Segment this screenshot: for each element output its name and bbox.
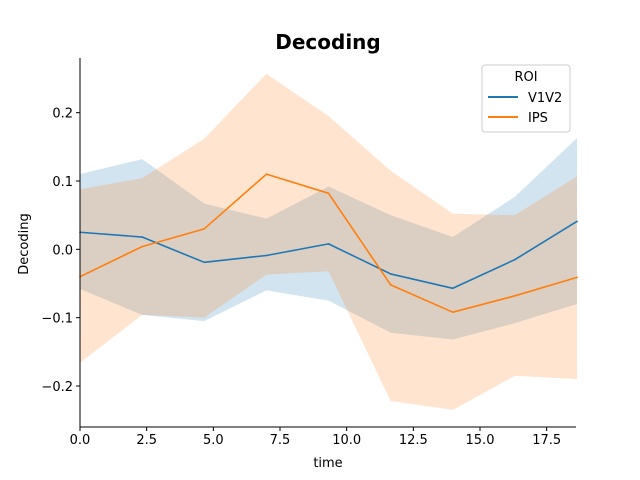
x-tick-label: 7.5 [270, 433, 291, 448]
y-tick-label: 0.0 [52, 243, 73, 258]
legend-label-v1v2: V1V2 [528, 91, 562, 106]
y-tick-label: −0.1 [41, 312, 73, 327]
x-tick-label: 17.5 [532, 433, 561, 448]
data-point-v1v2 [265, 254, 268, 257]
data-point-v1v2 [141, 236, 143, 238]
legend-title: ROI [514, 70, 537, 85]
data-point-v1v2 [576, 220, 578, 223]
x-tick-label: 0.0 [70, 433, 91, 448]
legend: ROI V1V2 IPS [481, 64, 571, 133]
data-point-v1v2 [389, 273, 392, 275]
data-point-ips [141, 245, 143, 248]
data-point-ips [514, 295, 516, 297]
y-tick-label: 0.2 [52, 107, 73, 122]
data-point-ips [452, 311, 454, 314]
x-tick-label: 10.0 [332, 433, 361, 448]
x-tick-label: 5.0 [203, 433, 224, 448]
data-point-ips [389, 284, 392, 286]
x-tick-label: 15.0 [466, 433, 495, 448]
data-point-v1v2 [327, 243, 330, 245]
data-point-v1v2 [452, 287, 454, 290]
data-point-ips [327, 192, 330, 195]
axes: 0.0 2.5 5.0 7.5 10.0 12.5 15.0 17.5 −0.2 −0.1 0.0 0… [41, 58, 576, 448]
data-point-ips [265, 173, 268, 175]
data-point-ips [576, 276, 578, 279]
data-point-v1v2 [203, 261, 206, 264]
x-axis-label: time [313, 456, 342, 471]
y-tick-label: −0.2 [41, 380, 73, 395]
legend-label-ips: IPS [528, 111, 548, 126]
data-point-ips [203, 228, 206, 230]
data-point-v1v2 [514, 258, 516, 261]
ci-band-ips [80, 73, 578, 410]
series-lines [79, 173, 578, 314]
ci-band-v1v2 [80, 137, 578, 340]
x-tick-label: 12.5 [399, 433, 428, 448]
y-axis-label: Decoding [17, 213, 32, 274]
legend-frame [481, 64, 571, 133]
chart-title: Decoding [275, 30, 381, 54]
y-tick-label: 0.1 [52, 175, 73, 190]
x-tick-label: 2.5 [136, 433, 157, 448]
ci-bands [80, 73, 578, 410]
